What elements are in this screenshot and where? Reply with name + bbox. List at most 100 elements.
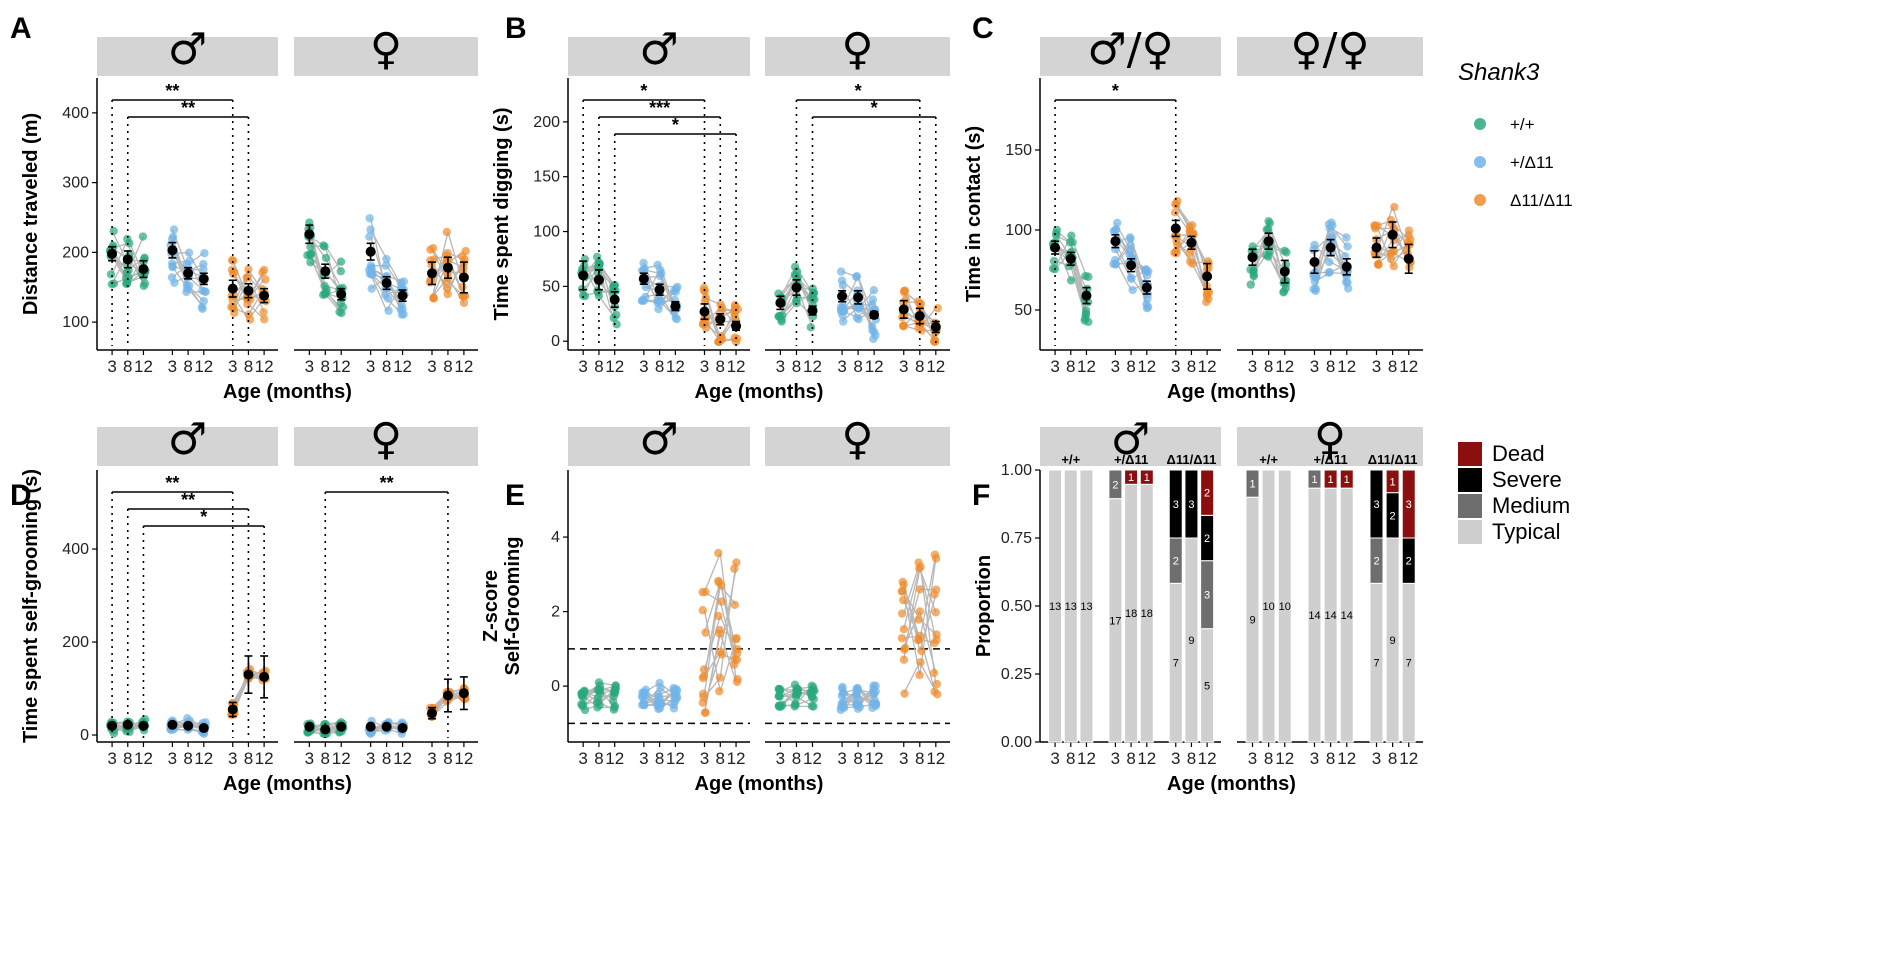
animal-point: [594, 262, 604, 271]
animal-point: [321, 253, 331, 263]
animal-trajectory: [370, 274, 388, 312]
y-axis-title: Self-Grooming: [502, 537, 524, 676]
x-tick-label: 3: [427, 357, 436, 376]
bar-count-label: 2: [1204, 533, 1210, 545]
animal-trajectory: [187, 260, 205, 292]
bar-count-label: 14: [1324, 610, 1336, 622]
bar-count-label: 13: [1080, 601, 1092, 613]
animal-point: [915, 585, 925, 594]
animal-point: [1341, 277, 1351, 287]
stacked-bar-segment: [1385, 469, 1400, 494]
x-tick-label: 8: [853, 749, 862, 768]
animal-point: [654, 690, 663, 699]
x-tick-label: 3: [578, 357, 587, 376]
x-tick-label: 8: [382, 357, 391, 376]
stacked-bar-segment: [1184, 469, 1199, 539]
mean-point: [365, 721, 376, 732]
animal-point: [1325, 257, 1334, 267]
x-axis-title: Age (months): [223, 381, 352, 403]
animal-trajectory: [324, 257, 342, 289]
animal-point: [716, 647, 725, 656]
animal-trajectory: [903, 661, 921, 694]
panel-letter-E: E: [505, 479, 525, 512]
mean-point: [336, 289, 347, 300]
animal-point: [426, 256, 435, 265]
y-tick-label: 150: [1005, 142, 1032, 159]
y-tick-label: 100: [533, 224, 560, 241]
panel-A: A ♂ ♀ 100 200 300 400 Distance traveled (m) Age …: [10, 12, 478, 403]
x-axis-title: Age (months): [695, 773, 824, 795]
animal-point: [1246, 265, 1255, 274]
x-tick-label: 12: [1399, 357, 1418, 376]
x-tick-label: 3: [639, 749, 648, 768]
animal-point: [429, 294, 438, 303]
x-tick-label: 12: [803, 749, 822, 768]
animal-point: [778, 311, 787, 320]
mean-point: [259, 671, 270, 682]
stacked-bar-segment: [1277, 469, 1292, 743]
x-tick-label: 3: [639, 357, 648, 376]
stacked-bar-segment: [1108, 469, 1123, 500]
animal-point: [897, 634, 907, 643]
facet-strip: [1237, 37, 1423, 76]
stacked-bar-segment: [1139, 469, 1154, 485]
animal-point: [320, 242, 329, 251]
animal-point: [714, 548, 723, 558]
animal-trajectory: [919, 558, 937, 676]
y-axis-title: Z-score: [480, 570, 502, 642]
y-tick-label: 2: [551, 604, 560, 621]
mean-point: [1110, 236, 1121, 247]
mean-point: [1247, 252, 1258, 263]
mean-point: [1065, 253, 1076, 264]
animal-point: [612, 320, 621, 329]
facet-strip-label: ♀: [1314, 414, 1346, 465]
mean-point: [183, 720, 194, 731]
animal-point: [839, 317, 848, 326]
facet-strip-label: ♀: [841, 414, 873, 465]
facet-strip: [568, 37, 750, 76]
x-tick-label: 3: [1248, 749, 1257, 768]
animal-trajectory: [903, 566, 921, 630]
panel-letter-B: B: [505, 12, 527, 45]
animal-point: [1343, 284, 1353, 293]
animal-point: [593, 286, 602, 296]
mean-point: [1186, 237, 1197, 248]
panel-D: D ♂ ♀ 0 200 400 Time spent self-grooming (s) Ag…: [10, 414, 478, 795]
mean-point: [1341, 261, 1352, 272]
animal-point: [138, 232, 148, 241]
mean-point: [1081, 290, 1092, 301]
x-tick-label: 12: [666, 749, 685, 768]
x-tick-label: 3: [1372, 749, 1381, 768]
y-tick-label: 1.00: [1001, 462, 1032, 479]
mean-point: [1371, 242, 1382, 253]
animal-point: [1128, 285, 1137, 295]
animal-point: [610, 703, 619, 712]
y-tick-label: 0.75: [1001, 530, 1032, 547]
bar-count-label: 1: [1390, 476, 1396, 488]
x-tick-label: 8: [1264, 357, 1273, 376]
animal-point: [1171, 199, 1180, 209]
x-tick-label: 12: [666, 357, 685, 376]
legend-swatch: [1474, 194, 1486, 206]
bar-count-label: 3: [1406, 499, 1412, 511]
x-tick-label: 3: [366, 357, 375, 376]
animal-point: [901, 295, 910, 304]
stacked-bar-segment: [1048, 469, 1063, 743]
facet-strip: [97, 427, 278, 466]
animal-trajectory: [719, 568, 737, 652]
bar-count-label: 2: [1373, 556, 1379, 568]
x-tick-label: 8: [853, 357, 862, 376]
x-tick-label: 12: [605, 357, 624, 376]
animal-point: [442, 227, 452, 237]
animal-point: [1084, 272, 1093, 281]
bar-count-label: 1: [1128, 472, 1134, 484]
bar-count-label: 2: [1390, 510, 1396, 522]
animal-point: [260, 315, 269, 324]
x-tick-label: 3: [1050, 749, 1059, 768]
x-tick-label: 3: [1310, 749, 1319, 768]
animal-point: [929, 668, 939, 678]
animal-point: [306, 249, 316, 258]
mean-point: [731, 320, 742, 331]
x-tick-label: 8: [183, 357, 192, 376]
